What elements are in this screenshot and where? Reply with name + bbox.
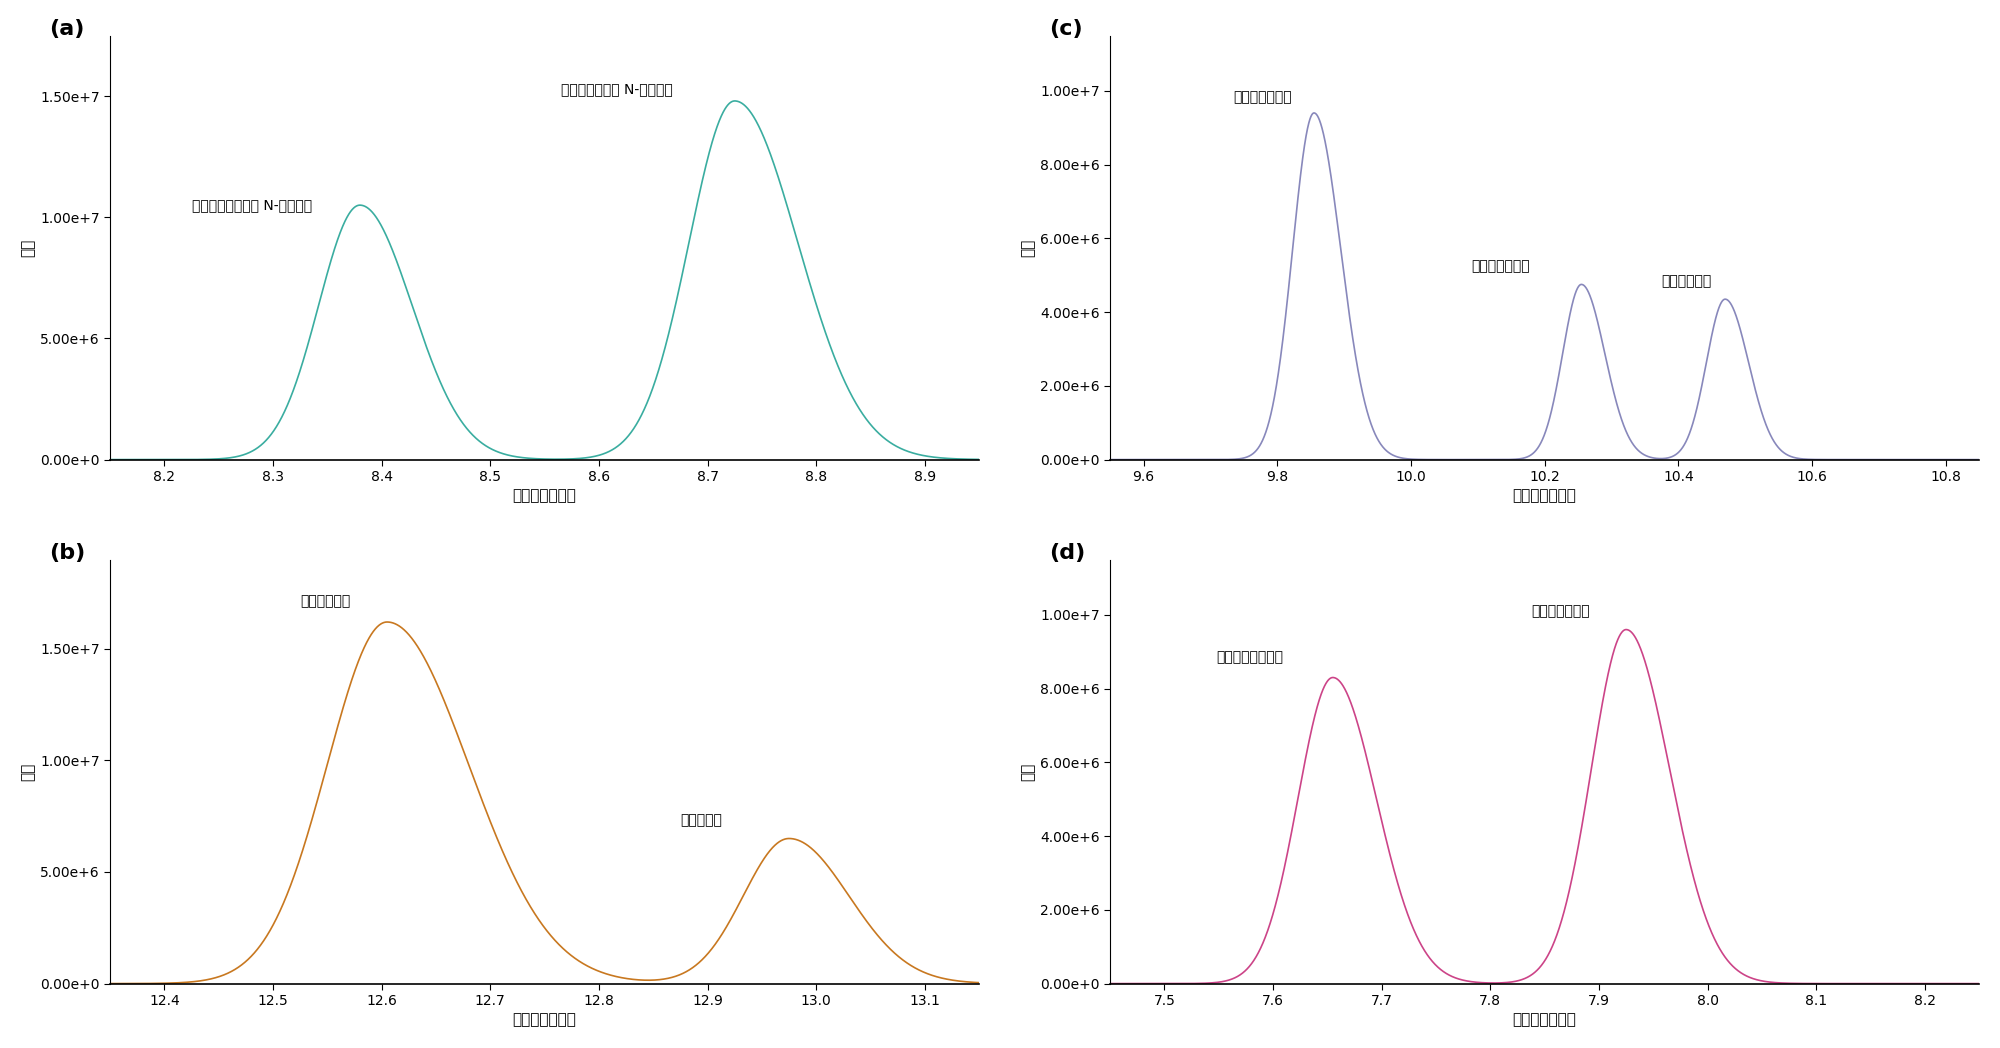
X-axis label: 保持時間（分）: 保持時間（分） [512, 488, 576, 503]
Text: (c): (c) [1050, 19, 1082, 39]
Y-axis label: 強度: 強度 [20, 238, 36, 257]
Y-axis label: 強度: 強度 [1020, 762, 1036, 781]
Text: セネシフィリン: セネシフィリン [1532, 605, 1590, 618]
X-axis label: 保持時間（分）: 保持時間（分） [1512, 1012, 1576, 1027]
Text: (a): (a) [50, 19, 84, 39]
Text: ヘリオスピン: ヘリオスピン [300, 594, 350, 609]
Text: セネシオニン: セネシオニン [1662, 275, 1712, 288]
Text: (d): (d) [1050, 543, 1086, 563]
X-axis label: 保持時間（分）: 保持時間（分） [1512, 488, 1576, 503]
Text: スパルチオイジン N-オキシド: スパルチオイジン N-オキシド [192, 198, 312, 213]
Y-axis label: 強度: 強度 [20, 762, 36, 781]
Text: セネシベルニン: セネシベルニン [1472, 259, 1530, 274]
Text: (b): (b) [50, 543, 86, 563]
Text: セネシフィリン N-オキシド: セネシフィリン N-オキシド [560, 82, 672, 96]
Text: インテグリミン: インテグリミン [1234, 90, 1292, 104]
Text: エチミジン: エチミジン [680, 813, 722, 827]
Text: スパルチオイジン: スパルチオイジン [1216, 651, 1284, 664]
Y-axis label: 強度: 強度 [1020, 238, 1036, 257]
X-axis label: 保持時間（分）: 保持時間（分） [512, 1012, 576, 1027]
